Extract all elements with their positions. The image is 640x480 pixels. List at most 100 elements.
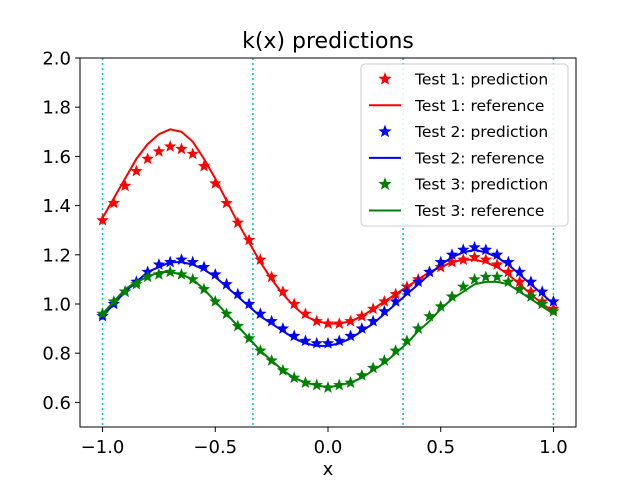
- marker-test-3-prediction: [118, 285, 132, 297]
- marker-test-1-prediction: [118, 179, 132, 192]
- marker-test-1-prediction: [479, 253, 492, 265]
- marker-test-1-prediction: [468, 250, 481, 263]
- marker-test-2-prediction: [434, 255, 447, 268]
- marker-test-1-prediction: [107, 196, 120, 209]
- y-tick-label: 0.8: [42, 344, 71, 365]
- marker-test-1-prediction: [276, 285, 290, 297]
- legend-entry-label: Test 1: reference: [414, 97, 544, 115]
- marker-test-3-prediction: [457, 280, 470, 293]
- marker-test-1-prediction: [502, 265, 515, 278]
- marker-test-1-prediction: [96, 213, 109, 226]
- y-tick-label: 1.2: [42, 245, 71, 266]
- x-tick-label: −0.5: [193, 437, 237, 458]
- series-line-test-3-reference: [101, 271, 554, 389]
- marker-test-2-prediction: [265, 314, 278, 327]
- marker-test-3-prediction: [445, 290, 459, 302]
- legend-box: [360, 63, 569, 227]
- marker-test-2-prediction: [468, 240, 481, 253]
- marker-test-3-prediction: [366, 361, 380, 374]
- legend-entry-label: Test 2: prediction: [414, 123, 548, 141]
- marker-test-1-prediction: [164, 140, 177, 152]
- marker-test-3-prediction: [536, 297, 549, 310]
- marker-test-2-prediction: [524, 275, 538, 288]
- legend-entry-label: Test 2: reference: [414, 149, 544, 167]
- marker-test-2-prediction: [366, 314, 380, 327]
- marker-test-3-prediction: [378, 354, 391, 366]
- marker-test-1-prediction: [186, 147, 199, 160]
- marker-test-2-prediction: [502, 255, 515, 268]
- y-tick-label: 1.0: [42, 295, 71, 316]
- x-axis-label: x: [323, 459, 334, 480]
- x-tick-label: 1.0: [539, 437, 568, 458]
- legend-entry-label: Test 3: prediction: [414, 176, 548, 194]
- marker-test-2-prediction: [254, 307, 267, 320]
- marker-test-3-prediction: [468, 272, 481, 285]
- y-tick-label: 1.4: [42, 196, 71, 217]
- marker-test-2-prediction: [333, 334, 346, 347]
- marker-test-2-prediction: [479, 243, 492, 256]
- marker-test-2-prediction: [423, 265, 436, 278]
- marker-test-2-prediction: [299, 334, 312, 347]
- marker-test-2-prediction: [513, 265, 526, 278]
- marker-test-1-prediction: [490, 258, 504, 270]
- marker-test-2-prediction: [231, 287, 244, 300]
- legend-entry-label: Test 3: reference: [414, 202, 544, 220]
- marker-test-2-prediction: [197, 260, 211, 273]
- marker-test-3-prediction: [152, 267, 166, 280]
- series-line-test-2-reference: [101, 248, 555, 347]
- marker-test-1-prediction: [242, 233, 256, 246]
- legend-marker-swatch: [378, 177, 392, 190]
- x-tick-label: −1.0: [81, 437, 125, 458]
- series-line-test-1-reference: [101, 128, 554, 325]
- marker-test-3-prediction: [412, 322, 425, 334]
- marker-test-2-prediction: [355, 322, 368, 334]
- y-tick-label: 1.8: [42, 98, 71, 119]
- marker-test-3-prediction: [130, 277, 143, 290]
- marker-test-3-prediction: [524, 290, 538, 302]
- marker-test-2-prediction: [400, 285, 414, 297]
- marker-test-1-prediction: [265, 270, 278, 283]
- marker-test-2-prediction: [310, 336, 323, 349]
- y-tick-label: 0.6: [42, 393, 71, 414]
- marker-test-2-prediction: [152, 258, 166, 270]
- marker-test-3-prediction: [389, 344, 402, 356]
- marker-test-2-prediction: [412, 275, 425, 288]
- axis-ticks: −1.0 −0.5 0.0 0.5 1.0 0.6 0.8 1.0 1.2 1.4 1.6 1.8 2.…: [42, 49, 567, 459]
- marker-test-3-prediction: [400, 334, 414, 347]
- marker-test-3-prediction: [502, 275, 515, 288]
- marker-test-2-prediction: [209, 267, 222, 280]
- marker-test-1-prediction: [209, 176, 222, 189]
- marker-test-1-prediction: [130, 164, 143, 177]
- marker-test-1-prediction: [288, 297, 301, 310]
- marker-test-2-prediction: [220, 277, 233, 290]
- marker-test-2-prediction: [378, 304, 391, 317]
- marker-test-1-prediction: [299, 307, 312, 320]
- marker-test-2-prediction: [547, 295, 560, 307]
- legend-marker-swatch: [378, 72, 392, 85]
- marker-test-2-prediction: [457, 243, 470, 256]
- marker-test-3-prediction: [490, 270, 504, 283]
- marker-test-1-prediction: [197, 159, 211, 172]
- marker-test-3-prediction: [513, 282, 526, 295]
- marker-test-2-prediction: [186, 255, 199, 268]
- legend-entry-label: Test 1: prediction: [414, 71, 548, 89]
- marker-test-1-prediction: [152, 144, 166, 157]
- chart-title: k(x) predictions: [242, 29, 414, 54]
- marker-test-2-prediction: [288, 329, 301, 342]
- y-tick-label: 1.6: [42, 147, 71, 168]
- y-tick-label: 2.0: [42, 49, 71, 70]
- marker-test-1-prediction: [254, 253, 267, 265]
- marker-test-2-prediction: [175, 253, 188, 265]
- marker-test-1-prediction: [175, 142, 188, 155]
- marker-test-2-prediction: [321, 336, 335, 349]
- marker-test-2-prediction: [536, 285, 549, 297]
- marker-test-2-prediction: [389, 295, 402, 307]
- marker-test-1-prediction: [141, 152, 154, 165]
- marker-test-2-prediction: [490, 248, 504, 261]
- marker-test-3-prediction: [547, 304, 560, 317]
- legend: Test 1: prediction Test 1: reference Test …: [360, 63, 569, 227]
- marker-test-2-prediction: [242, 297, 256, 310]
- marker-test-2-prediction: [445, 248, 459, 261]
- marker-test-2-prediction: [276, 322, 290, 334]
